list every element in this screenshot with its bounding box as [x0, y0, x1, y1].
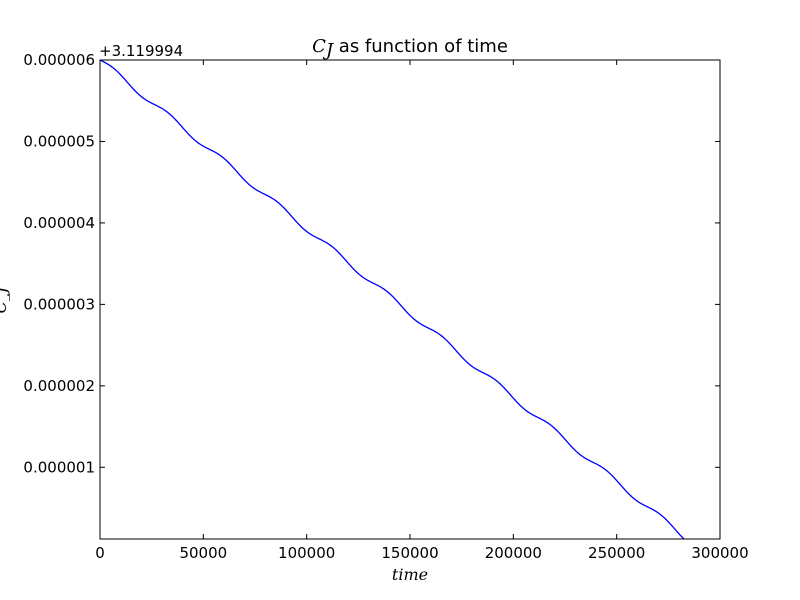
x-tick-label: 150000: [381, 544, 438, 562]
x-tick-label: 0: [95, 544, 105, 562]
y-tick-label: 0.000002: [23, 377, 95, 395]
x-tick-label: 300000: [691, 544, 748, 562]
x-tick-label: 100000: [278, 544, 335, 562]
x-tick-label: 200000: [485, 544, 542, 562]
y-tick-label: 0.000004: [23, 214, 95, 232]
series-line: [100, 60, 685, 539]
ticks-layer: 0 50000 100000 150000 200000 250000 300000 0.00…: [23, 51, 748, 562]
chart-title: CJ as function of time: [312, 36, 508, 61]
x-tick-label: 250000: [588, 544, 645, 562]
y-axis-label: C_J: [0, 285, 10, 313]
series-layer: [100, 60, 685, 539]
y-tick-label: 0.000001: [23, 458, 95, 476]
y-offset-label: +3.119994: [99, 42, 183, 60]
x-axis-label: time: [392, 565, 428, 584]
y-tick-label: 0.000006: [23, 51, 95, 69]
x-tick-label: 50000: [179, 544, 227, 562]
y-tick-label: 0.000003: [23, 295, 95, 313]
y-tick-label: 0.000005: [23, 132, 95, 150]
